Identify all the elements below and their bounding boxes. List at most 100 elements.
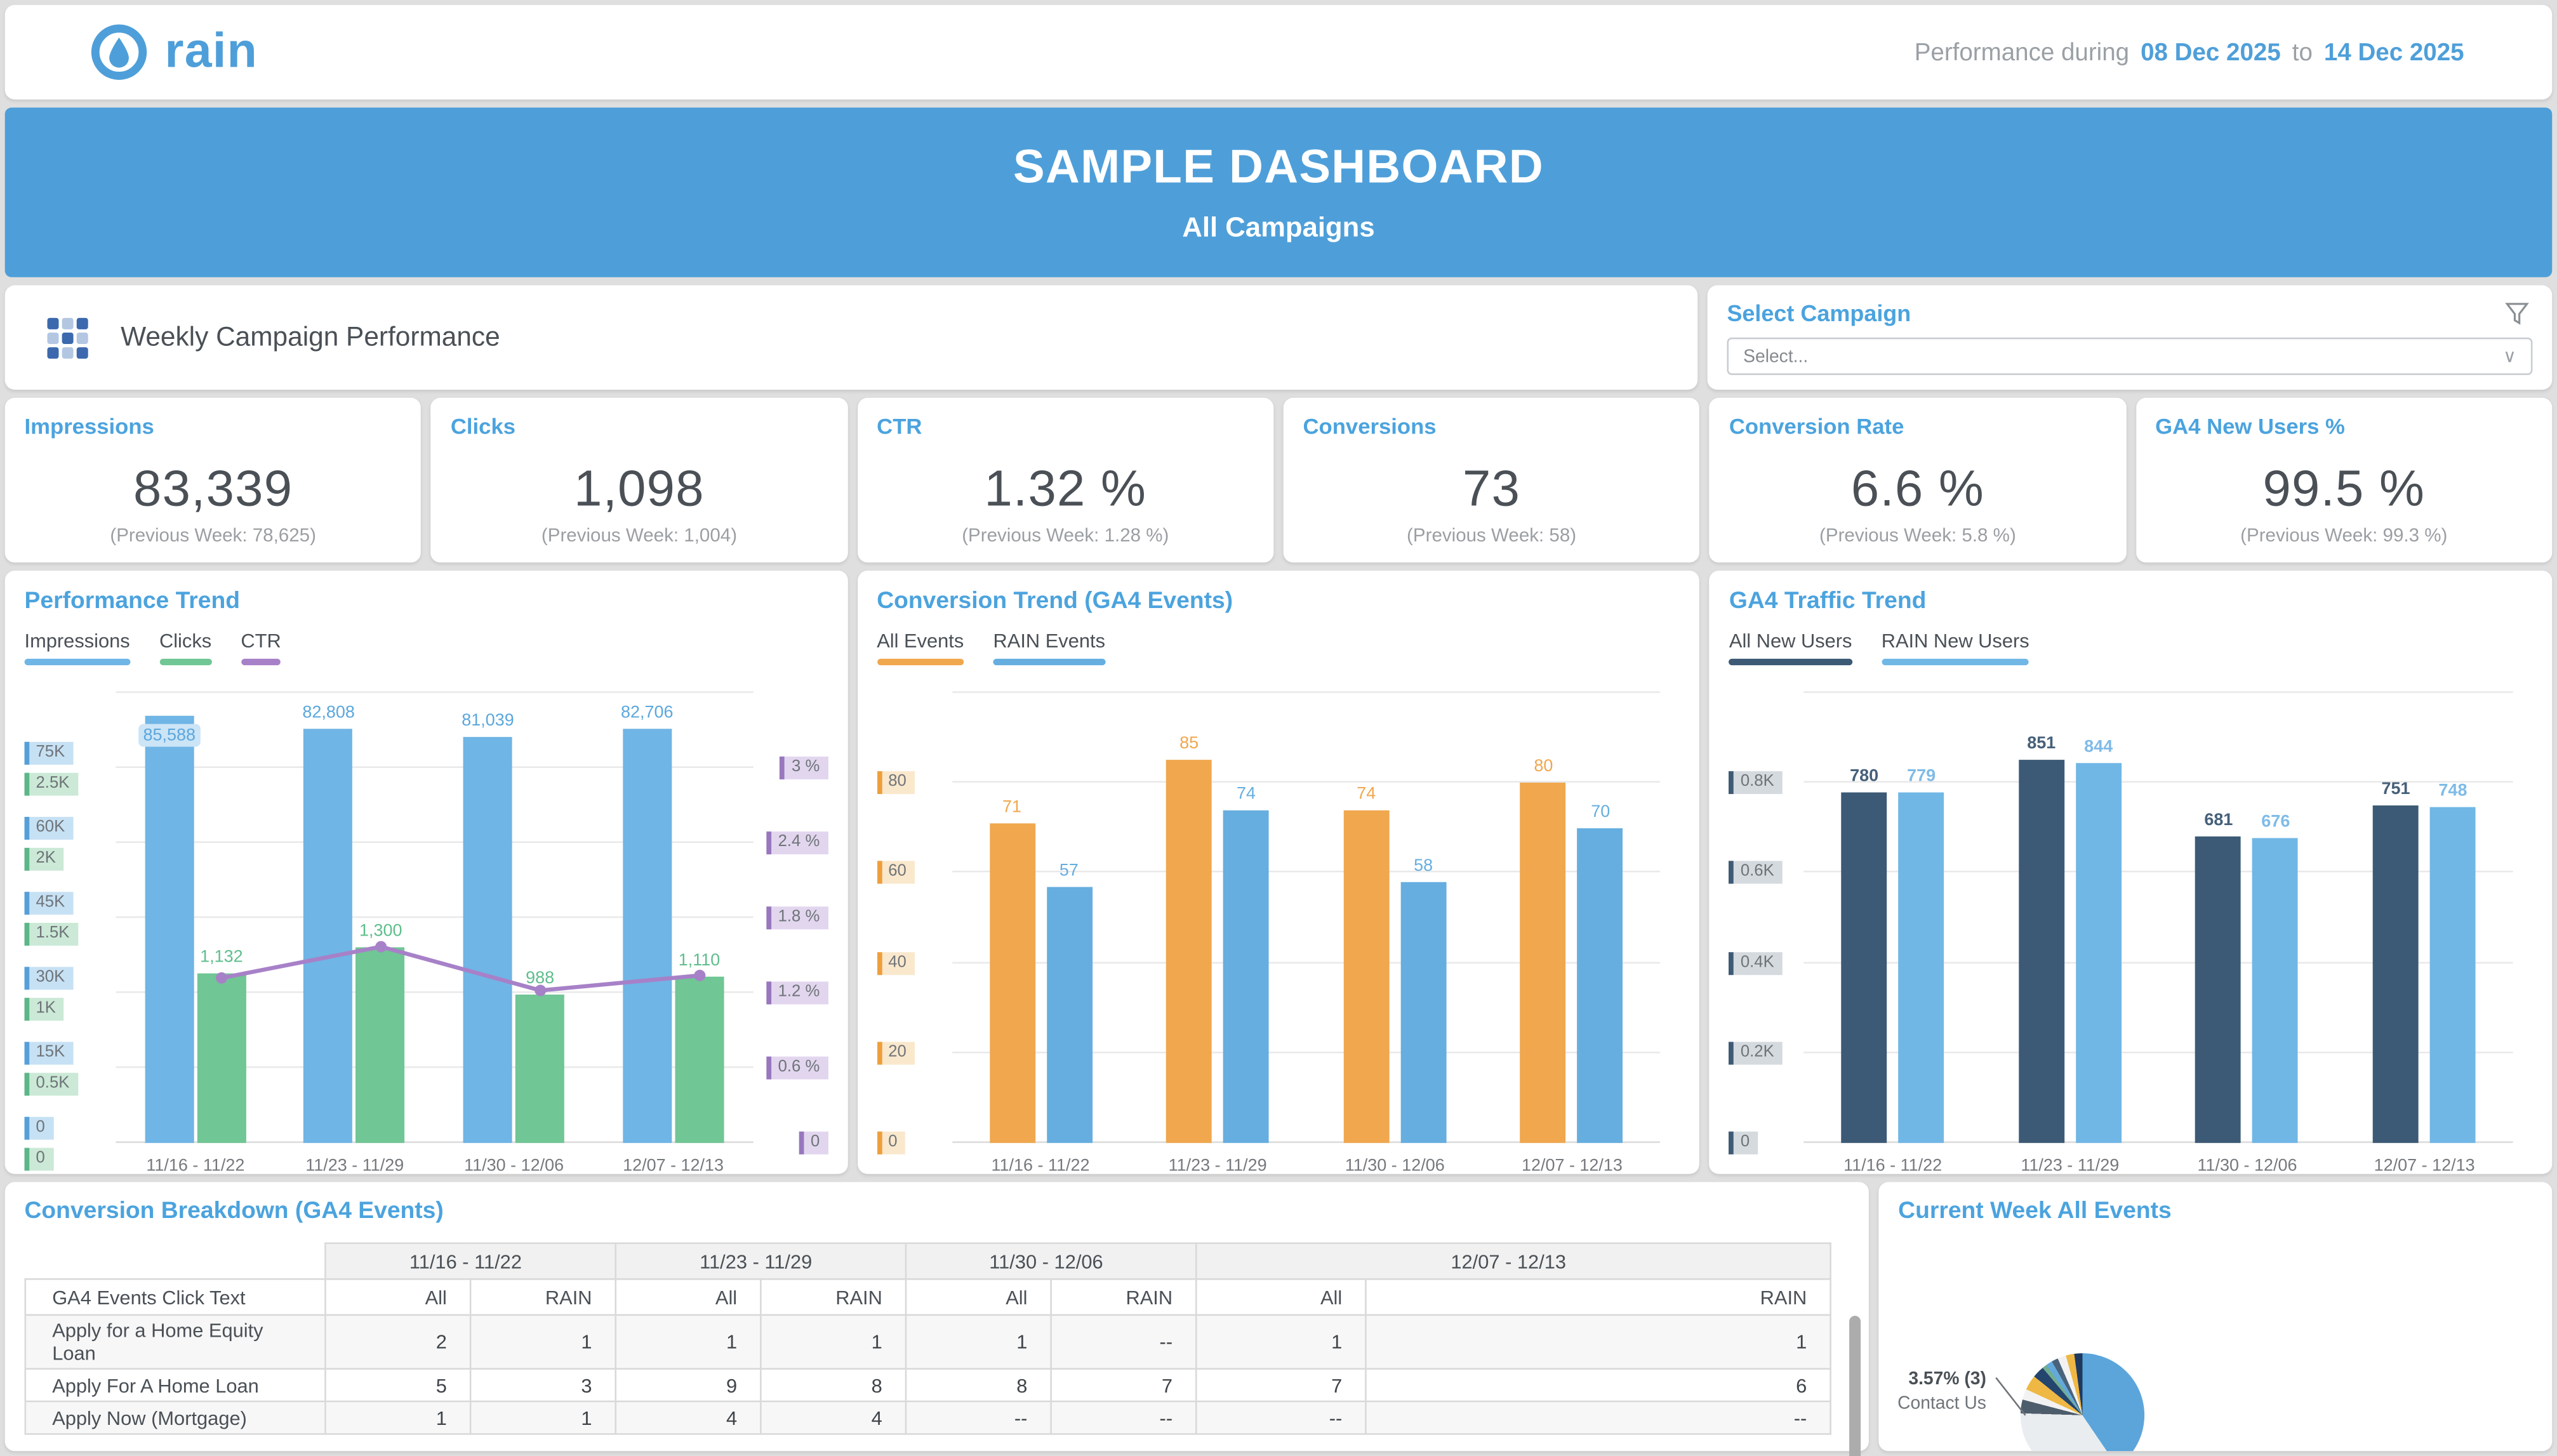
legend-item-rain-new-users[interactable]: RAIN New Users [1881, 630, 2029, 666]
event-label: Apply For A Home Loan [24, 1368, 326, 1403]
legend-item-clicks[interactable]: Clicks [159, 629, 212, 666]
y-axis-tick: 75K [24, 741, 74, 765]
y-axis-tick: 2K [24, 847, 64, 871]
event-value: 6 [1365, 1368, 1831, 1403]
kpi-card-conversions: Conversions 73 (Previous Week: 58) [1283, 397, 1700, 563]
conversion-trend-chart: Conversion Trend (GA4 Events) All Events… [857, 571, 1700, 1176]
legend-swatch [993, 658, 1106, 666]
subcolumn-header: All [614, 1278, 762, 1316]
bar-all-new-users: 851 [2018, 734, 2064, 1143]
y-axis-tick: 20 [877, 1042, 915, 1064]
legend-item-ctr[interactable]: CTR [241, 630, 281, 666]
event-value: -- [1365, 1400, 1831, 1435]
kpi-card-ga4-new-users-: GA4 New Users % 99.5 % (Previous Week: 99.… [2135, 397, 2553, 563]
event-value: 5 [324, 1368, 472, 1403]
bar-all-events: 80 [1520, 757, 1567, 1143]
section-title: Weekly Campaign Performance [121, 322, 500, 352]
select-placeholder: Select... [1743, 346, 1809, 366]
legend-label: All New Users [1729, 629, 1852, 652]
chart-legend: Impressions Clicks CTR [24, 629, 828, 666]
chart-plot: 80 60 40 20 0 71 57 85 74 74 58 80 70 [877, 691, 1680, 1155]
legend-item-all-new-users[interactable]: All New Users [1729, 630, 1852, 666]
legend-swatch [241, 658, 281, 666]
bar-group: 780 779 [1841, 766, 1944, 1143]
chevron-down-icon: ∨ [2503, 347, 2516, 367]
table-scrollbar[interactable] [1849, 1316, 1861, 1456]
event-value: -- [1050, 1314, 1197, 1370]
bar-impressions: 82,808 [302, 703, 355, 1143]
bar-value-label: 988 [526, 969, 555, 989]
date-to[interactable]: 14 Dec 2025 [2323, 38, 2464, 67]
legend-item-impressions[interactable]: Impressions [24, 630, 130, 666]
bar-impressions: 85,588 [138, 715, 201, 1143]
logo-text: rain [164, 24, 258, 79]
y-axis-tick: 60K [24, 817, 74, 840]
kpi-value: 73 [1463, 460, 1521, 517]
event-label: Apply Now (Mortgage) [24, 1400, 326, 1435]
y-axis-tick: 40 [877, 951, 915, 975]
gridline [116, 1141, 753, 1143]
bar-group: 81,039 988 [462, 711, 565, 1143]
event-value: 1 [1195, 1314, 1367, 1370]
event-value: 1 [905, 1314, 1053, 1370]
event-value: 2 [324, 1314, 472, 1370]
table-row: Apply Now (Mortgage) 1 1 4 4 -- -- -- -- [24, 1400, 1831, 1435]
bar-rain-events: 57 [1046, 861, 1092, 1143]
legend-label: All Events [877, 629, 964, 652]
x-axis-label: 11/23 - 11/29 [2021, 1156, 2120, 1176]
legend-label: RAIN Events [993, 629, 1106, 652]
event-value: 1 [469, 1314, 617, 1370]
bar-value-label: 751 [2381, 779, 2410, 799]
x-axis-label: 11/30 - 12/06 [2197, 1156, 2297, 1176]
week-group-header: 11/23 - 11/29 [614, 1242, 907, 1280]
gridline [116, 841, 753, 844]
gridline [1804, 961, 2513, 963]
subcolumn-header: RAIN [469, 1278, 617, 1316]
kpi-card-ctr: CTR 1.32 % (Previous Week: 1.28 %) [857, 397, 1274, 563]
subcolumn-header: All [905, 1278, 1053, 1316]
week-group-header: 12/07 - 12/13 [1195, 1242, 1831, 1280]
event-value: 9 [614, 1368, 762, 1403]
y-axis-tick: 0 [24, 1116, 53, 1140]
bar-value-label: 844 [2084, 737, 2113, 757]
y-axis-tick: 0.8K [1729, 771, 1783, 795]
week-group-header: 11/16 - 11/22 [324, 1242, 617, 1280]
filter-funnel-icon[interactable] [2505, 301, 2530, 334]
grid-icon [47, 317, 88, 358]
bar-value-label: 85 [1179, 734, 1199, 754]
legend-label: Clicks [159, 629, 212, 652]
kpi-title: GA4 New Users % [2155, 414, 2345, 439]
kpi-previous: (Previous Week: 1.28 %) [962, 526, 1169, 546]
kpi-title: Conversion Rate [1729, 414, 1904, 439]
kpi-row: Impressions 83,339 (Previous Week: 78,625)… [4, 397, 2553, 563]
event-value: 1 [614, 1314, 762, 1370]
conversion-breakdown-card: Conversion Breakdown (GA4 Events) 11/16 … [4, 1182, 1869, 1456]
legend-swatch [1881, 658, 2029, 666]
y-axis-tick: 1K [24, 998, 64, 1021]
campaign-select[interactable]: Select... ∨ [1727, 337, 2533, 375]
bar-value-label: 71 [1002, 797, 1022, 817]
pie-callout-label: Contact Us [1897, 1394, 1986, 1414]
event-value: 1 [469, 1400, 617, 1435]
bar-value-label: 82,808 [302, 703, 355, 723]
bar-group: 71 57 [989, 797, 1092, 1143]
legend-swatch [159, 658, 212, 666]
chart-title: Conversion Trend (GA4 Events) [877, 588, 1233, 615]
kpi-previous: (Previous Week: 1,004) [541, 526, 738, 546]
kpi-card-impressions: Impressions 83,339 (Previous Week: 78,625) [4, 397, 422, 563]
kpi-value: 1,098 [574, 460, 705, 517]
gridline [116, 916, 753, 918]
gridline [116, 691, 753, 693]
bar-rain-events: 70 [1577, 802, 1624, 1143]
gridline [952, 691, 1661, 693]
x-axis-label: 11/23 - 11/29 [1168, 1156, 1267, 1176]
legend-item-rain-events[interactable]: RAIN Events [993, 629, 1106, 666]
event-value: 3 [469, 1368, 617, 1403]
chart-legend: All New Users RAIN New Users [1729, 630, 2533, 666]
y-axis-tick: 0 [877, 1131, 906, 1155]
date-from[interactable]: 08 Dec 2025 [2141, 38, 2281, 67]
kpi-title: CTR [877, 414, 922, 439]
legend-item-all-events[interactable]: All Events [877, 630, 964, 666]
chart-x-labels: 11/16 - 11/22 11/23 - 11/29 11/30 - 12/06 1… [1804, 1156, 2513, 1175]
bar-group: 74 58 [1343, 784, 1447, 1143]
